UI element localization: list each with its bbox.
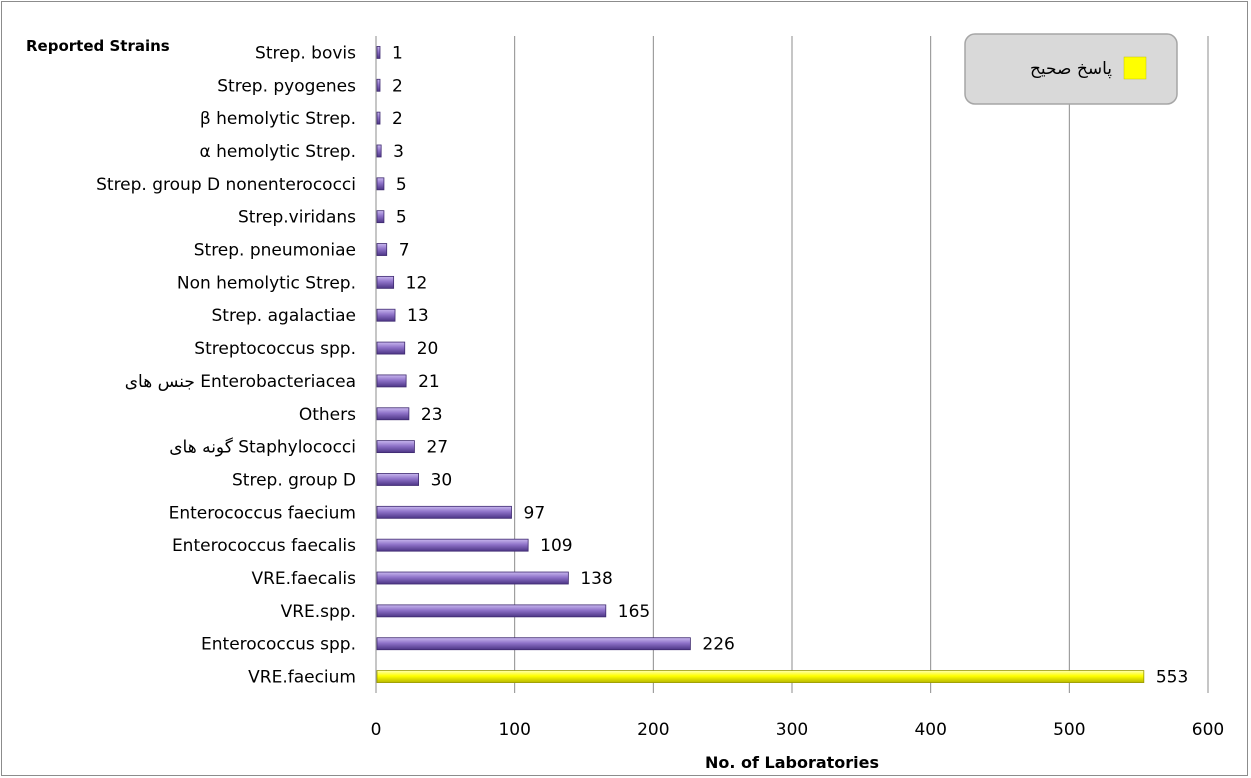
bar <box>376 144 382 158</box>
category-label: Enterococcus faecalis <box>172 536 356 556</box>
bar <box>376 571 569 585</box>
category-label: Streptococcus spp. <box>194 339 356 359</box>
bar <box>376 440 415 454</box>
value-label: 1 <box>392 43 403 63</box>
legend-swatch <box>1123 56 1147 80</box>
bar <box>376 177 385 191</box>
value-label: 5 <box>396 208 407 228</box>
category-label: Others <box>299 405 356 425</box>
bar <box>376 505 512 519</box>
category-label: جنس های Enterobacteriacea <box>125 372 356 392</box>
value-label: 23 <box>421 405 443 425</box>
legend: پاسخ صحیح <box>964 33 1178 105</box>
y-axis-title: Reported Strains <box>26 37 170 55</box>
bar <box>376 637 691 651</box>
value-label: 165 <box>618 602 650 622</box>
bar <box>376 670 1145 683</box>
category-label: Enterococcus spp. <box>201 635 356 655</box>
x-tick-label: 600 <box>1192 720 1224 740</box>
x-tick-label: 200 <box>637 720 669 740</box>
bar <box>376 243 388 256</box>
value-label: 138 <box>580 569 612 589</box>
x-tick-label: 0 <box>371 720 382 740</box>
category-label: VRE.faecium <box>248 668 356 688</box>
x-tick-label: 400 <box>914 720 946 740</box>
category-label: Strep. group D <box>232 470 356 490</box>
value-label: 20 <box>417 339 439 359</box>
x-axis-title: No. of Laboratories <box>705 753 879 772</box>
value-label: 97 <box>524 503 546 523</box>
category-label: Strep. group D nonenterococci <box>96 175 356 195</box>
bar <box>376 374 407 388</box>
value-label: 7 <box>399 241 410 261</box>
bar <box>376 111 381 125</box>
bar <box>376 538 529 552</box>
value-label: 226 <box>702 635 734 655</box>
bar <box>376 78 381 92</box>
value-label: 3 <box>393 142 404 162</box>
category-label: Strep.viridans <box>238 208 356 228</box>
category-label: Non hemolytic Strep. <box>177 273 356 293</box>
category-label: VRE.spp. <box>281 602 356 622</box>
bar <box>376 46 381 59</box>
category-labels: Strep. bovis Strep. pyogenes β hemolytic S… <box>96 43 356 687</box>
value-label: 2 <box>392 109 403 129</box>
value-label: 12 <box>406 273 428 293</box>
x-tick-label: 500 <box>1053 720 1085 740</box>
bar <box>376 407 410 421</box>
legend-label: پاسخ صحیح <box>1030 59 1112 79</box>
value-label: 5 <box>396 175 407 195</box>
x-tick-label: 100 <box>498 720 530 740</box>
bar <box>376 473 419 486</box>
category-label: Strep. agalactiae <box>211 306 356 326</box>
value-label: 109 <box>540 536 572 556</box>
category-label: Enterococcus faecium <box>169 503 356 523</box>
category-label: گونه های Staphylococci <box>169 437 356 458</box>
value-label: 30 <box>431 470 453 490</box>
category-label: VRE.faecalis <box>251 569 356 589</box>
gridlines <box>375 36 1209 693</box>
x-tick-labels: 0 100 200 300 400 500 600 <box>371 720 1225 740</box>
value-label: 13 <box>407 306 429 326</box>
bar <box>376 604 607 618</box>
value-label: 2 <box>392 76 403 96</box>
bars <box>376 46 1145 683</box>
category-label: Strep. pyogenes <box>217 76 356 96</box>
category-label: α hemolytic Strep. <box>200 142 356 162</box>
bar <box>376 341 406 355</box>
value-label: 21 <box>418 372 440 392</box>
legend-box <box>964 33 1178 105</box>
bar <box>376 308 396 322</box>
value-label: 27 <box>426 438 448 458</box>
x-tick-label: 300 <box>776 720 808 740</box>
category-label: β hemolytic Strep. <box>200 109 356 129</box>
category-label: Strep. pneumoniae <box>194 241 356 261</box>
bar <box>376 210 385 224</box>
value-label: 553 <box>1156 668 1188 688</box>
category-label: Strep. bovis <box>255 43 356 63</box>
bar <box>376 275 395 289</box>
